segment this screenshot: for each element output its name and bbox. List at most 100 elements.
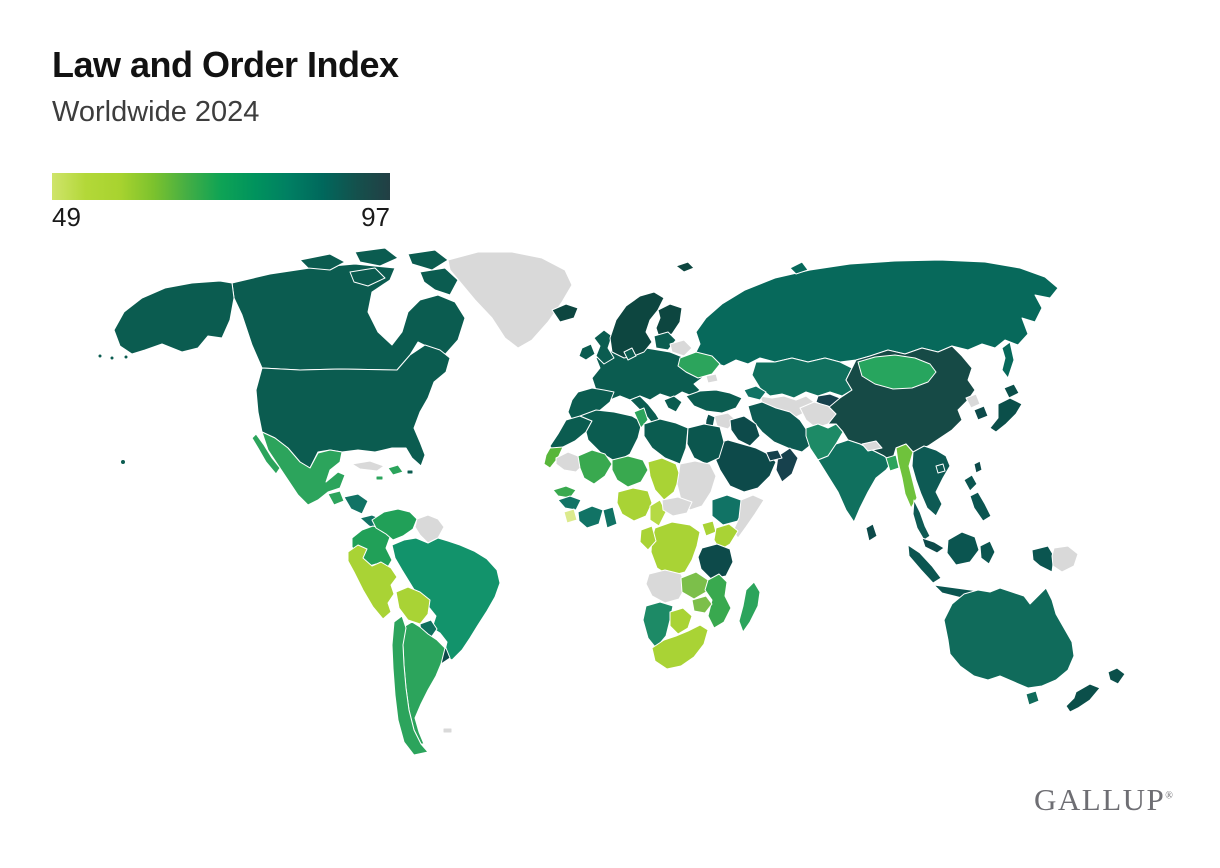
island-west-papua[interactable] bbox=[1031, 545, 1055, 573]
nz-north-island[interactable] bbox=[1107, 667, 1126, 685]
island-puerto-rico[interactable] bbox=[406, 469, 414, 475]
country-chad[interactable] bbox=[647, 457, 681, 501]
island-jamaica[interactable] bbox=[375, 475, 384, 481]
country-madagascar[interactable] bbox=[738, 581, 761, 633]
island-hokkaido[interactable] bbox=[1003, 383, 1020, 399]
country-north-korea[interactable] bbox=[965, 393, 981, 409]
country-chile[interactable] bbox=[391, 615, 429, 756]
country-somalia[interactable] bbox=[732, 494, 765, 539]
region-western-sahara[interactable] bbox=[543, 446, 564, 469]
country-south-africa[interactable] bbox=[651, 624, 709, 670]
country-uganda[interactable] bbox=[701, 520, 717, 537]
country-sierra-leone[interactable] bbox=[563, 508, 578, 524]
region-indochina[interactable] bbox=[911, 445, 951, 517]
country-egypt[interactable] bbox=[686, 423, 725, 465]
country-ukraine[interactable] bbox=[677, 351, 721, 379]
country-sri-lanka[interactable] bbox=[865, 523, 878, 542]
island-baffin[interactable] bbox=[419, 267, 459, 296]
country-zimbabwe[interactable] bbox=[691, 595, 713, 614]
aleutian-island[interactable] bbox=[97, 353, 103, 359]
country-tanzania[interactable] bbox=[697, 543, 734, 580]
country-kazakhstan[interactable] bbox=[751, 357, 853, 399]
country-saudi-arabia[interactable] bbox=[713, 439, 777, 493]
island-borneo[interactable] bbox=[946, 531, 980, 566]
island-falklands[interactable] bbox=[442, 727, 453, 734]
country-denmark[interactable] bbox=[623, 347, 637, 361]
country-australia[interactable] bbox=[943, 587, 1075, 689]
country-south-korea[interactable] bbox=[973, 405, 989, 421]
state-alaska[interactable] bbox=[113, 280, 235, 355]
country-nigeria[interactable] bbox=[616, 487, 653, 522]
country-namibia[interactable] bbox=[642, 601, 674, 649]
island-novaya-zemlya[interactable] bbox=[789, 261, 809, 275]
island-hispaniola[interactable] bbox=[387, 464, 404, 476]
country-cameroon[interactable] bbox=[649, 499, 667, 527]
country-greenland[interactable] bbox=[447, 251, 573, 349]
island-sulawesi[interactable] bbox=[979, 540, 996, 565]
country-afghanistan[interactable] bbox=[799, 401, 837, 429]
country-belarus[interactable] bbox=[669, 339, 693, 357]
region-liberia-ivory-coast[interactable] bbox=[577, 505, 604, 529]
country-japan[interactable] bbox=[989, 397, 1023, 433]
country-central-african-republic[interactable] bbox=[661, 496, 693, 517]
country-guatemala[interactable] bbox=[327, 490, 345, 506]
island-mindanao[interactable] bbox=[969, 491, 992, 522]
country-ireland[interactable] bbox=[578, 343, 596, 361]
country-united-kingdom[interactable] bbox=[593, 329, 615, 365]
country-mexico[interactable] bbox=[261, 431, 346, 506]
island-tasmania[interactable] bbox=[1025, 690, 1040, 706]
country-dr-congo[interactable] bbox=[650, 521, 701, 577]
country-kenya[interactable] bbox=[713, 523, 739, 551]
region-honduras-nicaragua[interactable] bbox=[343, 493, 369, 515]
country-libya[interactable] bbox=[643, 418, 689, 465]
country-india[interactable] bbox=[817, 439, 893, 523]
canada-arctic-island[interactable] bbox=[407, 249, 449, 271]
country-botswana[interactable] bbox=[669, 607, 693, 635]
region-moldova-crimea[interactable] bbox=[705, 373, 719, 384]
island-victoria[interactable] bbox=[349, 267, 386, 287]
peninsula-malay[interactable] bbox=[912, 499, 931, 541]
country-nepal[interactable] bbox=[861, 440, 883, 452]
island-sumatra[interactable] bbox=[907, 544, 942, 584]
country-papua-new-guinea[interactable] bbox=[1051, 545, 1079, 573]
island-hainan[interactable] bbox=[935, 463, 946, 474]
country-ghana[interactable] bbox=[602, 506, 618, 529]
region-peru-ecuador[interactable] bbox=[347, 544, 398, 620]
country-algeria[interactable] bbox=[579, 409, 643, 463]
island-luzon[interactable] bbox=[963, 474, 978, 492]
region-uae-qatar[interactable] bbox=[765, 449, 783, 462]
country-guinea[interactable] bbox=[557, 495, 582, 511]
country-finland[interactable] bbox=[655, 303, 683, 341]
country-greece[interactable] bbox=[663, 395, 683, 413]
canada-arctic-island[interactable] bbox=[354, 247, 399, 267]
island-taiwan[interactable] bbox=[973, 460, 983, 474]
island-hawaii[interactable] bbox=[120, 459, 126, 465]
region-malawi-mozambique[interactable] bbox=[704, 573, 732, 629]
island-svalbard[interactable] bbox=[675, 261, 695, 273]
country-turkey[interactable] bbox=[685, 389, 743, 414]
country-niger[interactable] bbox=[611, 455, 649, 488]
country-zambia[interactable] bbox=[680, 571, 709, 600]
country-mauritania[interactable] bbox=[555, 451, 584, 473]
country-cuba[interactable] bbox=[351, 460, 385, 472]
country-angola[interactable] bbox=[645, 569, 687, 604]
country-mongolia[interactable] bbox=[857, 354, 937, 390]
country-bolivia[interactable] bbox=[395, 586, 431, 625]
country-senegal[interactable] bbox=[552, 485, 577, 499]
country-tunisia[interactable] bbox=[633, 407, 649, 429]
nz-south-island[interactable] bbox=[1065, 683, 1101, 713]
country-russia[interactable] bbox=[693, 259, 1059, 367]
aleutian-island[interactable] bbox=[123, 354, 129, 360]
canada-arctic-island[interactable] bbox=[299, 253, 346, 271]
country-iraq[interactable] bbox=[729, 415, 761, 447]
region-caucasus[interactable] bbox=[743, 385, 767, 401]
country-iceland[interactable] bbox=[551, 303, 579, 323]
country-malaysia[interactable] bbox=[921, 537, 945, 554]
country-venezuela[interactable] bbox=[371, 508, 418, 541]
island-sakhalin[interactable] bbox=[1001, 341, 1015, 379]
aleutian-island[interactable] bbox=[109, 355, 115, 361]
country-myanmar[interactable] bbox=[895, 443, 918, 509]
country-sudan[interactable] bbox=[676, 460, 717, 511]
region-gabon-congo[interactable] bbox=[639, 525, 657, 551]
peninsula-baja[interactable] bbox=[251, 433, 281, 475]
